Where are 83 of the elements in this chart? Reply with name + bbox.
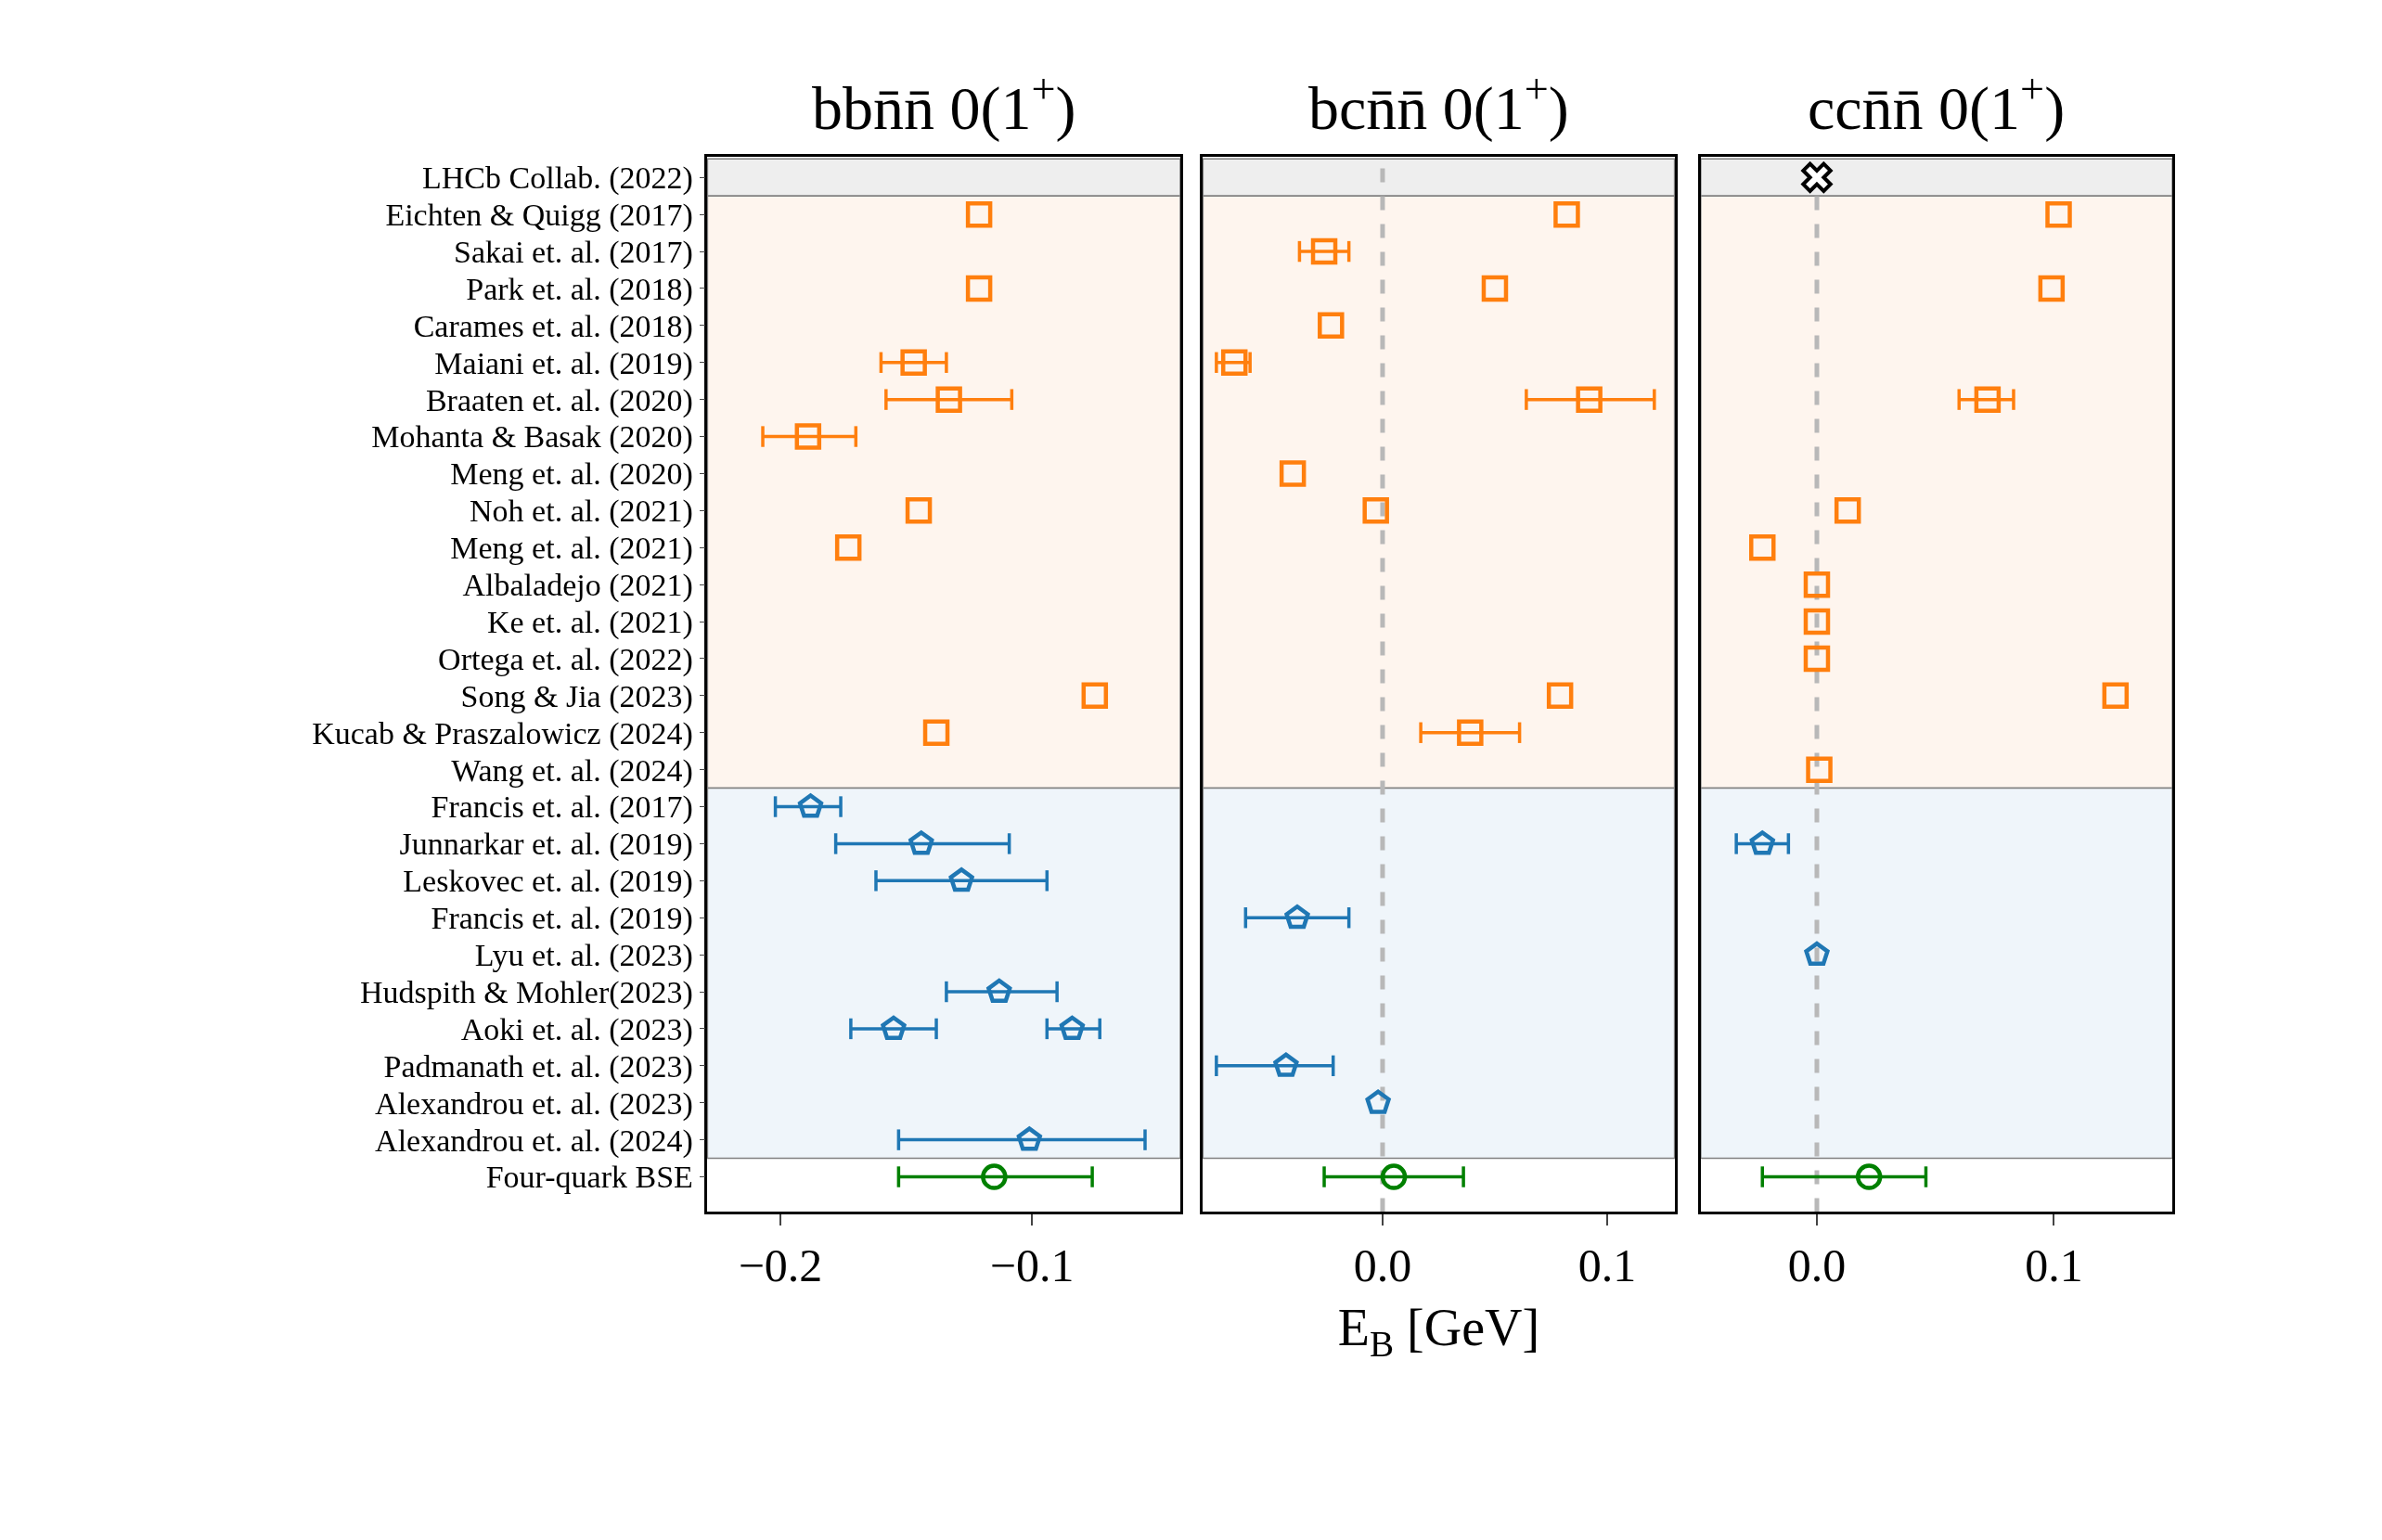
- point: [1806, 756, 1833, 783]
- point: [900, 349, 927, 377]
- point: [1059, 1015, 1086, 1040]
- point: [881, 1015, 907, 1040]
- y-tick-label: Maiani et. al. (2019): [434, 345, 693, 381]
- chart-title: bcn̄n̄ 0(1$^{+}$): [1308, 65, 1569, 143]
- y-tick-label: Aoki et. al. (2023): [460, 1011, 693, 1047]
- point: [1220, 349, 1248, 377]
- point: [2045, 200, 2072, 228]
- y-tick-label: Leskovec et. al. (2019): [403, 864, 693, 900]
- y-tick-label: Lyu et. al. (2023): [474, 938, 693, 974]
- point: [1380, 1163, 1408, 1190]
- point: [905, 497, 933, 524]
- point: [1855, 1163, 1883, 1190]
- point: [981, 1163, 1008, 1190]
- y-tick-label: Sakai et. al. (2017): [454, 234, 693, 270]
- y-tick-label: Four-quark BSE: [485, 1160, 693, 1195]
- point: [1576, 386, 1603, 413]
- point: [965, 200, 993, 228]
- point: [1749, 534, 1776, 561]
- point: [965, 275, 993, 302]
- point: [935, 386, 962, 413]
- y-tick-label: Padmanath et. al. (2023): [383, 1048, 693, 1084]
- y-tick-label: Noh et. al. (2021): [470, 494, 693, 530]
- y-tick-label: Meng et. al. (2021): [450, 531, 693, 567]
- y-tick-label: Meng et. al. (2020): [450, 456, 693, 493]
- y-tick-label: LHCb Collab. (2022): [422, 160, 693, 197]
- point: [1016, 1126, 1042, 1151]
- x-tick-label: 0.1: [1577, 1239, 1637, 1292]
- point: [1284, 904, 1310, 930]
- chart-title: ccn̄n̄ 0(1$^{+}$): [1808, 65, 2066, 143]
- chart-title: bbn̄n̄ 0(1$^{+}$): [812, 65, 1076, 143]
- point: [1481, 275, 1509, 302]
- point: [1365, 1089, 1391, 1114]
- x-tick-label: 0.0: [1353, 1239, 1412, 1292]
- point: [1279, 460, 1307, 487]
- y-tick-label: Ke et. al. (2021): [486, 604, 693, 640]
- y-tick-label: Francis et. al. (2017): [431, 789, 693, 826]
- y-tick-label: Junnarkar et. al. (2019): [399, 827, 693, 863]
- x-tick-label: 0.0: [1787, 1239, 1847, 1292]
- point: [2038, 275, 2066, 302]
- x-tick-label: −0.1: [989, 1239, 1075, 1292]
- point: [797, 793, 824, 818]
- point: [1546, 682, 1574, 710]
- y-tick-label: Ortega et. al. (2022): [438, 641, 693, 677]
- point: [1974, 386, 2002, 413]
- point: [2102, 682, 2130, 710]
- x-tick-label: 0.1: [2025, 1239, 2083, 1292]
- y-tick-label: Eichten & Quigg (2017): [385, 198, 693, 234]
- point: [986, 978, 1012, 1003]
- point: [1318, 312, 1345, 340]
- y-tick-label: Hudspith & Mohler(2023): [359, 974, 693, 1010]
- y-tick-label: Carames et. al. (2018): [413, 308, 693, 344]
- point: [1273, 1052, 1299, 1077]
- point: [1801, 161, 1833, 193]
- point: [1803, 571, 1831, 598]
- y-tick-label: Mohanta & Basak (2020): [371, 419, 693, 456]
- point: [1457, 719, 1484, 746]
- y-tick-label: Braaten et. al. (2020): [425, 382, 693, 418]
- point: [1834, 497, 1861, 524]
- point: [1310, 237, 1338, 265]
- point: [1362, 497, 1389, 524]
- y-tick-label: Park et. al. (2018): [466, 271, 693, 307]
- point: [1749, 830, 1775, 855]
- point: [908, 830, 934, 855]
- y-tick-label: Albaladejo (2021): [462, 568, 693, 604]
- point: [948, 867, 974, 892]
- point: [794, 423, 822, 450]
- x-axis-title: E$_{B}$ [GeV]: [1337, 1298, 1540, 1364]
- y-tick-label: Song & Jia (2023): [460, 678, 693, 714]
- y-tick-label: Alexandrou et. al. (2024): [375, 1123, 693, 1159]
- point: [1553, 200, 1580, 228]
- point: [1081, 682, 1109, 710]
- point: [922, 719, 950, 746]
- point: [1804, 941, 1830, 967]
- y-tick-label: Wang et. al. (2024): [451, 752, 693, 789]
- x-tick-label: −0.2: [738, 1239, 823, 1292]
- point: [1803, 608, 1831, 635]
- point: [1803, 645, 1831, 673]
- point: [834, 534, 862, 561]
- y-tick-label: Francis et. al. (2019): [431, 901, 693, 937]
- y-tick-label: Kucab & Praszalowicz (2024): [312, 715, 693, 751]
- y-tick-label: Alexandrou et. al. (2023): [375, 1085, 693, 1122]
